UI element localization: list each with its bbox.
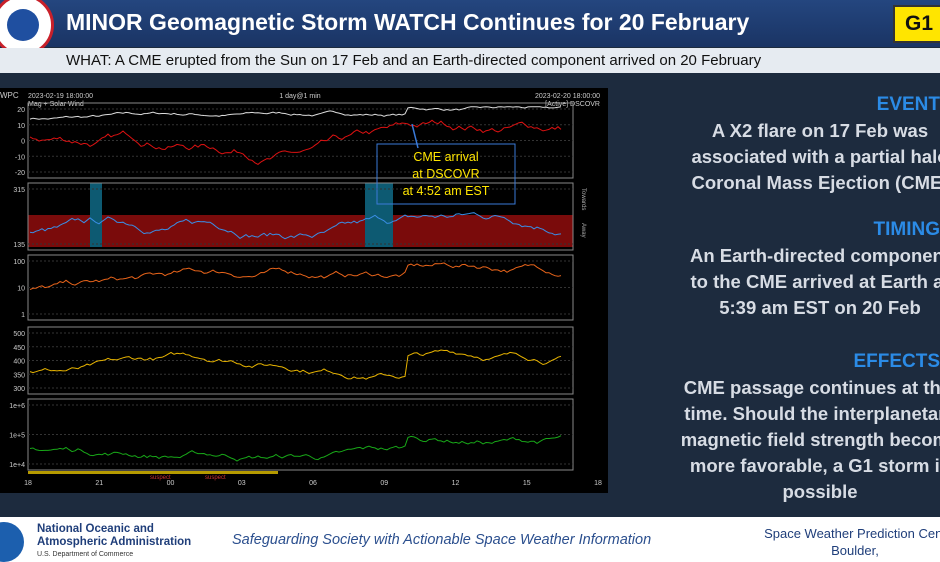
annotation-line: at DSCOVR (412, 167, 479, 181)
y-tick-label: 1e+4 (9, 462, 25, 469)
x-tick-label: 18 (594, 480, 602, 487)
trace (29, 119, 562, 165)
trace (29, 435, 562, 462)
y-tick-label: 135 (13, 242, 25, 249)
annotation-line: at 4:52 am EST (403, 184, 490, 198)
x-tick-label: 00 (167, 480, 175, 487)
y-tick-label: 10 (17, 286, 25, 293)
noaa-logo (0, 522, 24, 562)
y-tick-label: 0 (21, 139, 25, 146)
section-line: magnetic field strength become (680, 429, 940, 450)
flag-bar (28, 471, 278, 474)
panel-frame (27, 182, 574, 251)
plot-start: 2023-02-19 18:00:00 (28, 93, 93, 100)
y-tick-label: -20 (15, 170, 25, 177)
y-tick-label: 500 (13, 331, 25, 338)
y-tick-label: 10 (17, 123, 25, 130)
x-tick-label: 09 (380, 480, 388, 487)
scale-badge: G1 (893, 5, 940, 43)
agency-line: Atmospheric Administration (37, 536, 192, 548)
section-line: to the CME arrived at Earth at (690, 271, 940, 292)
center-name: Space Weather Prediction Cent Boulder, (735, 525, 940, 559)
section-heading: TIMING (873, 219, 940, 240)
section-line: associated with a partial halo (691, 146, 940, 167)
section-line: more favorable, a G1 storm is (689, 455, 940, 476)
y-tick-label: 300 (13, 386, 25, 393)
x-tick-label: 18 (24, 480, 32, 487)
trace (29, 106, 562, 120)
x-tick-label: 15 (523, 480, 531, 487)
side-label: Away (580, 223, 586, 238)
plot-product: Mag + Solar Wind (28, 101, 84, 108)
header: MINOR Geomagnetic Storm WATCH Continues … (0, 0, 940, 56)
section: TIMING An Earth-directed component to the … (630, 217, 940, 321)
motto: Safeguarding Society with Actionable Spa… (232, 532, 652, 548)
x-tick-label: 12 (452, 480, 460, 487)
trace (29, 212, 562, 240)
center-line: Boulder, (831, 543, 879, 558)
center-line: Space Weather Prediction Cent (764, 526, 940, 541)
y-tick-label: 350 (13, 372, 25, 379)
y-tick-label: 315 (13, 187, 25, 194)
y-tick-label: 450 (13, 345, 25, 352)
y-tick-label: 100 (13, 259, 25, 266)
plot-background (0, 88, 608, 493)
y-tick-label: 1 (21, 312, 25, 319)
annotation-box (376, 143, 516, 205)
footer: National Oceanic and Atmospheric Administ… (0, 517, 940, 562)
what-bar: WHAT: A CME erupted from the Sun on 17 F… (0, 48, 940, 73)
agency-line: National Oceanic and (37, 523, 154, 535)
section-heading: EFFECTS (853, 351, 940, 372)
plot-end: 2023-02-20 18:00:00 (535, 93, 600, 100)
x-tick-label: 21 (95, 480, 103, 487)
band (28, 215, 573, 247)
trace (29, 349, 562, 380)
band (365, 183, 393, 247)
section-heading: EVENT (876, 94, 940, 115)
x-tick-label: 06 (309, 480, 317, 487)
section-line: Coronal Mass Ejection (CME) (691, 172, 940, 193)
nws-logo (0, 0, 54, 56)
y-tick-label: 20 (17, 107, 25, 114)
annotation-line: CME arrival (413, 150, 478, 164)
solar-wind-plot: WPC 2023-02-19 18:00:00 Mag + Solar Wind… (0, 88, 608, 493)
x-tick-label: 03 (238, 480, 246, 487)
section-line: 5:39 am EST on 20 Feb (719, 297, 921, 318)
section-line: An Earth-directed component (689, 245, 940, 266)
section-line: time. Should the interplanetary (684, 403, 940, 424)
department: U.S. Department of Commerce (37, 551, 134, 558)
y-tick-label: -10 (15, 154, 25, 161)
flag: suspect (150, 475, 171, 481)
section-line: CME passage continues at this (683, 377, 940, 398)
plot-label: WPC (0, 91, 19, 100)
side-label: Towards (580, 188, 586, 210)
y-tick-label: 400 (13, 359, 25, 366)
trace (29, 262, 562, 291)
y-tick-label: 1e+6 (9, 403, 25, 410)
plot-span: 1 day@1 min (279, 93, 320, 100)
section-line: possible (782, 481, 858, 502)
section-line: A X2 flare on 17 Feb was (711, 120, 929, 141)
annotation-arrow (411, 123, 419, 149)
flag: suspect (205, 475, 226, 481)
band (90, 183, 102, 247)
section: EVENT A X2 flare on 17 Feb was associated … (630, 92, 940, 196)
section: EFFECTS CME passage continues at this time… (630, 349, 940, 505)
agency: National Oceanic and Atmospheric Administ… (37, 523, 191, 549)
title: MINOR Geomagnetic Storm WATCH Continues … (66, 9, 750, 35)
what-text: WHAT: A CME erupted from the Sun on 17 F… (66, 52, 762, 69)
y-tick-label: 1e+5 (9, 433, 25, 440)
